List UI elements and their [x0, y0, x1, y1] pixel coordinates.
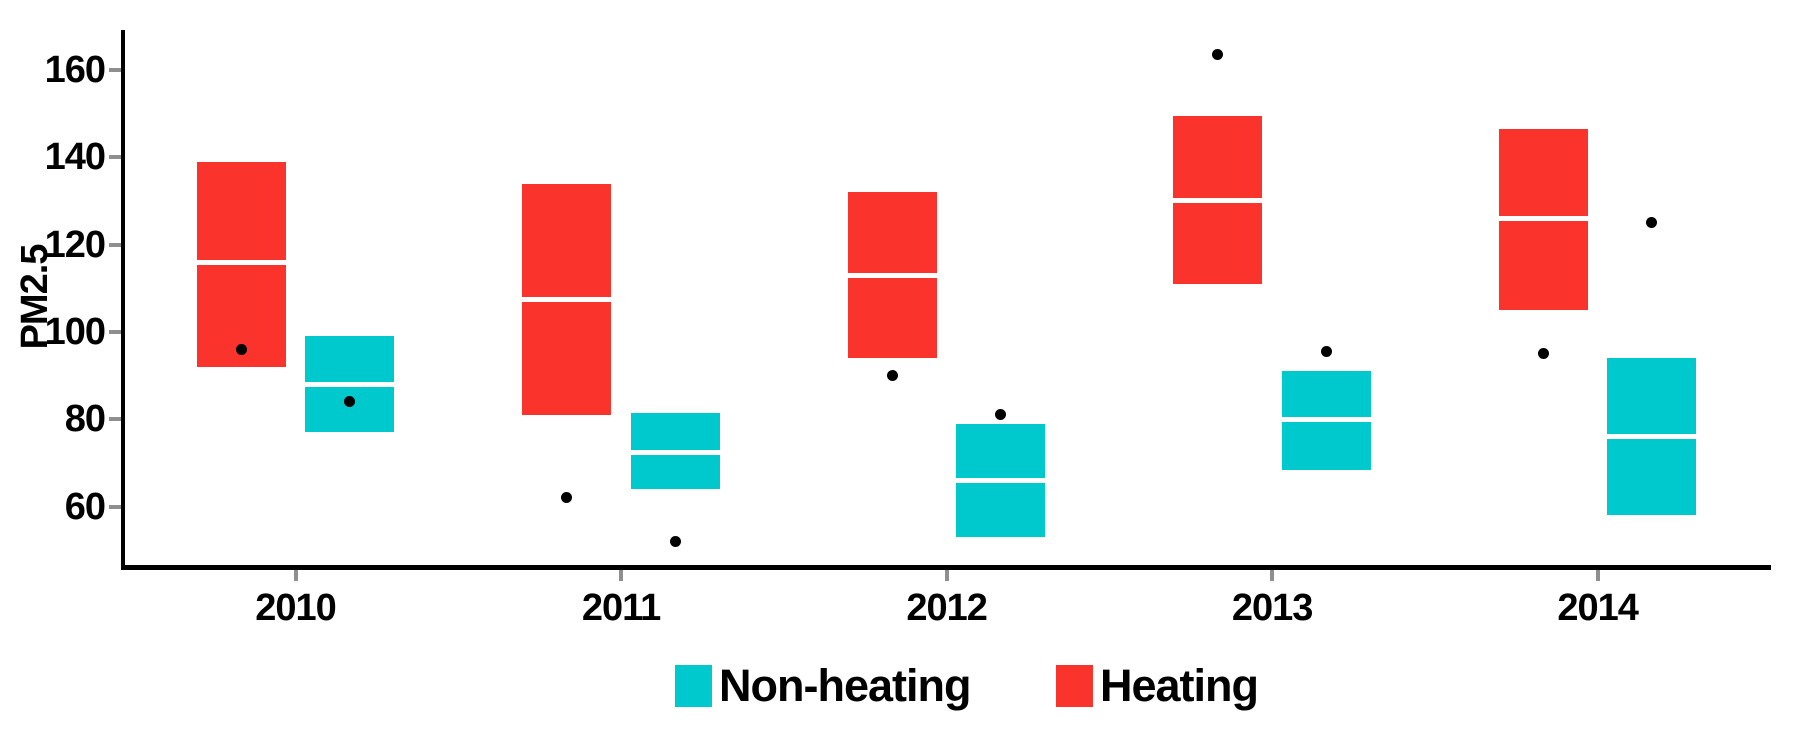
outlier-point-heating-2014 [1537, 348, 1549, 360]
legend-item-non-heating: Non-heating [675, 660, 971, 711]
median-line-heating-2010 [196, 259, 286, 265]
median-line-heating-2011 [522, 296, 612, 302]
legend-swatch-heating [1056, 664, 1093, 707]
crossbar-heating-2014 [1498, 128, 1588, 311]
crossbar-heating-2010 [196, 161, 286, 367]
outlier-point-heating-2012 [886, 370, 898, 382]
outlier-point-non-heating-2011 [669, 536, 681, 548]
crossbar-heating-2011 [522, 183, 612, 415]
crossbar-non-heating-2013 [1281, 371, 1371, 470]
legend-label-non-heating: Non-heating [719, 660, 971, 711]
x-tick-mark-2010 [293, 570, 298, 581]
y-tick-label-140: 140 [44, 136, 106, 179]
crossbar-non-heating-2012 [956, 423, 1046, 538]
legend-label-heating: Heating [1100, 660, 1259, 711]
x-axis-line [121, 565, 1771, 570]
x-tick-mark-2011 [619, 570, 624, 581]
median-line-non-heating-2013 [1281, 416, 1371, 422]
median-line-heating-2012 [847, 272, 937, 278]
outlier-point-heating-2010 [235, 343, 247, 355]
y-tick-label-60: 60 [64, 485, 106, 528]
y-tick-mark-80 [109, 417, 121, 422]
outlier-point-non-heating-2013 [1320, 346, 1332, 358]
y-tick-mark-160 [109, 68, 121, 72]
y-tick-label-160: 160 [44, 49, 106, 91]
median-line-non-heating-2012 [956, 477, 1046, 483]
y-tick-mark-120 [109, 242, 121, 247]
y-tick-mark-140 [109, 155, 121, 160]
crossbar-heating-2013 [1173, 115, 1263, 284]
x-tick-mark-2012 [944, 570, 949, 581]
y-tick-label-80: 80 [64, 398, 106, 441]
crossbar-heating-2012 [847, 192, 937, 359]
median-line-non-heating-2011 [630, 449, 720, 455]
x-tick-label-2013: 2013 [1231, 587, 1314, 629]
y-tick-label-100: 100 [44, 311, 106, 353]
y-tick-mark-60 [109, 504, 121, 509]
median-line-heating-2013 [1173, 198, 1263, 204]
median-line-non-heating-2014 [1607, 434, 1697, 440]
outlier-point-non-heating-2014 [1646, 217, 1658, 229]
outlier-point-non-heating-2012 [995, 409, 1007, 421]
crossbar-non-heating-2014 [1607, 358, 1697, 516]
y-tick-mark-100 [109, 330, 121, 334]
y-tick-label-120: 120 [44, 223, 106, 266]
x-tick-mark-2013 [1270, 570, 1275, 581]
outlier-point-heating-2011 [561, 492, 573, 504]
y-axis-line [121, 30, 125, 569]
median-line-non-heating-2010 [305, 381, 395, 387]
x-tick-label-2011: 2011 [581, 587, 661, 629]
outlier-point-heating-2013 [1212, 49, 1224, 61]
outlier-point-non-heating-2010 [344, 396, 356, 408]
legend-swatch-non-heating [675, 664, 712, 707]
legend-item-heating: Heating [1056, 660, 1259, 711]
crossbar-non-heating-2010 [305, 336, 395, 433]
x-tick-label-2012: 2012 [906, 587, 988, 629]
crossbar-non-heating-2011 [630, 412, 720, 490]
median-line-heating-2014 [1498, 215, 1588, 221]
x-tick-label-2014: 2014 [1557, 587, 1639, 629]
x-tick-label-2010: 2010 [255, 587, 337, 629]
x-tick-mark-2014 [1595, 570, 1600, 581]
